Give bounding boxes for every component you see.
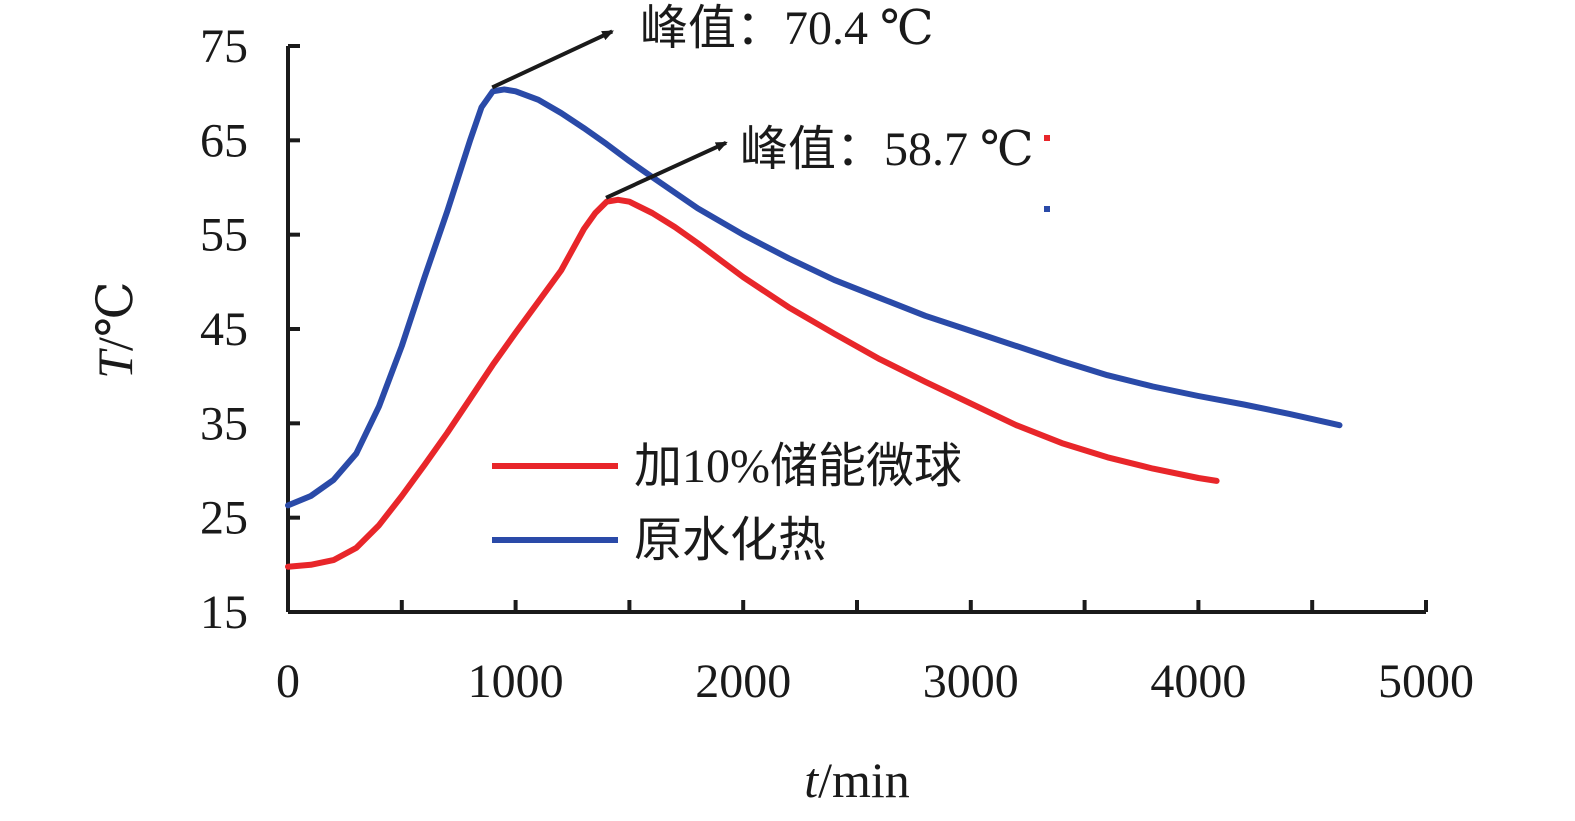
y-tick-label: 75 <box>200 20 248 73</box>
peak-label-value: 58.7 ℃ <box>884 123 1034 176</box>
x-tick-label: 5000 <box>1378 655 1474 708</box>
y-tick-label: 55 <box>200 209 248 262</box>
series-layer <box>285 86 1343 570</box>
x-tick-label: 3000 <box>923 655 1019 708</box>
marker-dot-blue <box>1044 206 1050 212</box>
y-tick-label: 65 <box>200 114 248 167</box>
x-tick-label: 0 <box>276 655 300 708</box>
y-axis-unit: /℃ <box>87 281 143 351</box>
peak-label-1: 峰值：70.4 ℃ <box>640 2 934 55</box>
legend-label-1: 加10%储能微球 <box>634 440 962 493</box>
x-tick-label: 1000 <box>468 655 564 708</box>
y-axis-label: T/℃ <box>87 281 143 379</box>
peak-label-prefix: 峰值： <box>640 2 784 55</box>
peak-arrow-1 <box>491 29 615 90</box>
y-tick-label: 35 <box>200 397 248 450</box>
peak-arrow-2 <box>605 140 728 200</box>
y-axis-var: T <box>87 348 143 379</box>
x-ticks: 0 1000 2000 3000 4000 5000 <box>276 600 1474 708</box>
series-line-1 <box>285 196 1220 570</box>
x-tick-label: 2000 <box>695 655 791 708</box>
x-axis-unit: /min <box>818 752 910 808</box>
peak-label-2: 峰值：58.7 ℃ <box>740 123 1034 176</box>
peak-label-value: 70.4 ℃ <box>784 2 934 55</box>
y-tick-label: 15 <box>200 586 248 639</box>
y-tick-label: 45 <box>200 303 248 356</box>
peak-label-prefix: 峰值： <box>740 123 884 176</box>
marker-dot-red <box>1044 135 1050 141</box>
x-axis-label: t/min <box>804 752 910 808</box>
y-ticks: 15 25 35 45 55 65 75 <box>200 20 300 639</box>
x-tick-label: 4000 <box>1150 655 1246 708</box>
peak-annotations: 峰值：70.4 ℃峰值：58.7 ℃ <box>491 2 1050 212</box>
legend-label-2: 原水化热 <box>634 514 826 567</box>
y-tick-label: 25 <box>200 492 248 545</box>
series-line-2 <box>285 86 1343 509</box>
x-axis-var: t <box>804 752 819 808</box>
